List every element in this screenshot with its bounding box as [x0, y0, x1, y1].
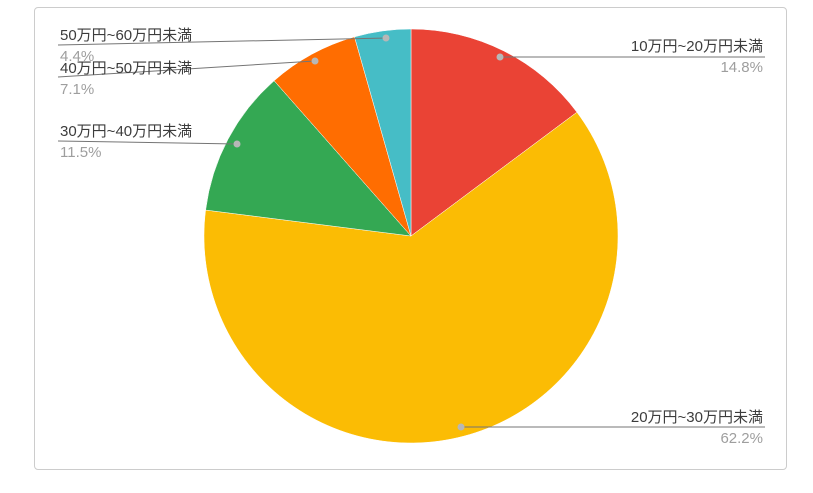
leader-dot-3: [311, 57, 319, 65]
slice-category-label: 40万円~50万円未満: [60, 60, 193, 77]
slice-category-label: 10万円~20万円未満: [630, 38, 763, 55]
slice-label-20-30: 20万円~30万円未満 62.2%: [631, 408, 763, 448]
slice-percent-label: 7.1%: [60, 81, 95, 98]
slice-label-50-60: 50万円~60万円未満 4.4%: [60, 26, 192, 66]
slice-label-40-50: 40万円~50万円未満 7.1%: [60, 59, 192, 99]
slice-percent-label: 14.8%: [720, 59, 763, 76]
leader-dot-2: [233, 140, 241, 148]
slice-percent-label: 4.4%: [60, 48, 95, 65]
leader-line-2: [57, 140, 238, 145]
pie-slice-1[interactable]: [203, 111, 619, 444]
slice-category-label: 30万円~40万円未満: [60, 123, 193, 140]
slice-label-10-20: 10万円~20万円未満 14.8%: [631, 37, 763, 77]
pie-slice-4[interactable]: [354, 28, 412, 237]
pie-slice-0[interactable]: [410, 28, 578, 237]
slice-percent-label: 62.2%: [720, 430, 763, 447]
leader-dot-1: [457, 423, 465, 431]
pie-slice-2[interactable]: [205, 80, 412, 237]
leader-dot-0: [496, 53, 504, 61]
slice-category-label: 20万円~30万円未満: [630, 409, 763, 426]
leader-line-3: [57, 60, 316, 78]
slice-percent-label: 11.5%: [60, 144, 102, 161]
slice-label-30-40: 30万円~40万円未満 11.5%: [60, 122, 192, 162]
leader-dot-4: [382, 34, 390, 42]
slice-category-label: 50万円~60万円未満: [60, 27, 193, 44]
leader-line-4: [57, 37, 387, 46]
